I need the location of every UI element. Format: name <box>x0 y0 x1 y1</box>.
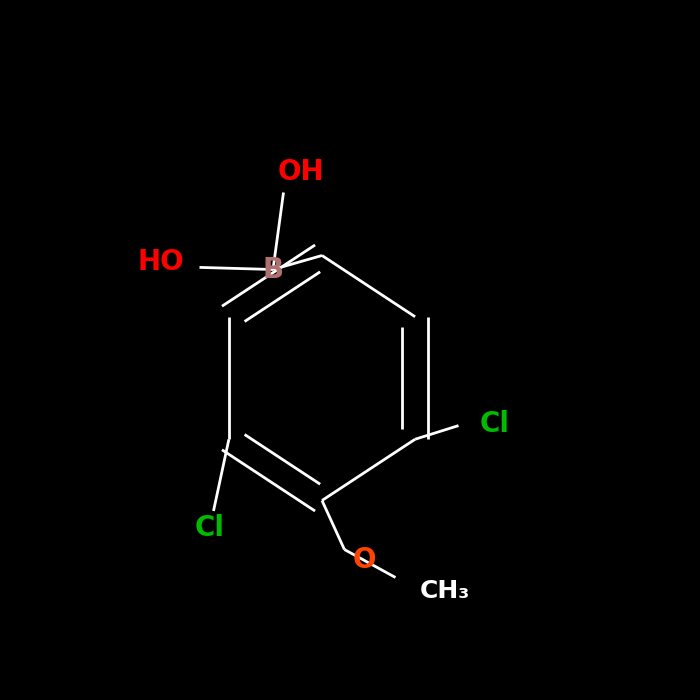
Text: HO: HO <box>138 248 184 276</box>
Text: O: O <box>352 546 376 574</box>
Text: B: B <box>262 256 284 284</box>
Text: Cl: Cl <box>195 514 225 542</box>
Text: CH₃: CH₃ <box>420 580 470 603</box>
Text: Cl: Cl <box>480 410 510 438</box>
Text: OH: OH <box>278 158 324 186</box>
